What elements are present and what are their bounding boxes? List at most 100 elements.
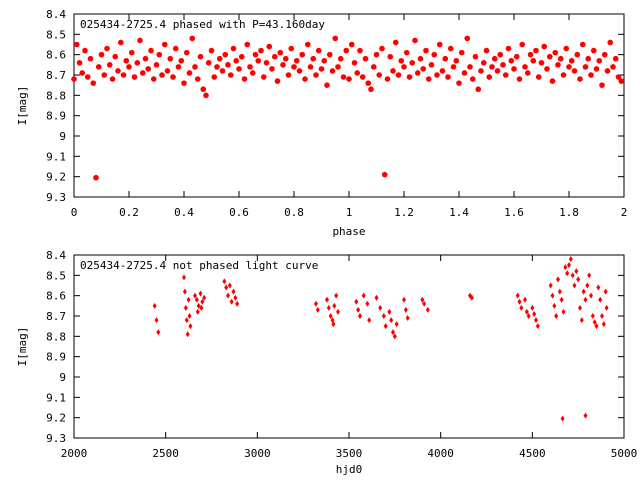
data-point (517, 298, 522, 305)
data-point (258, 47, 264, 54)
data-point (387, 308, 392, 315)
data-point (170, 74, 176, 80)
data-point (266, 43, 273, 50)
data-point (469, 76, 476, 82)
data-point (480, 60, 487, 66)
data-point (235, 300, 240, 307)
data-point (348, 41, 355, 48)
y-axis-label: I[mag] (16, 327, 29, 367)
data-point (370, 64, 377, 70)
data-point (447, 45, 454, 52)
data-point (513, 53, 520, 60)
data-point (538, 60, 545, 66)
data-point (154, 317, 159, 324)
data-point (230, 45, 237, 52)
data-point (123, 57, 130, 64)
data-point (581, 288, 586, 295)
data-point (227, 72, 234, 78)
data-point (483, 47, 490, 54)
data-point (255, 57, 262, 64)
data-point (249, 70, 256, 76)
data-point (291, 64, 297, 70)
data-point (247, 64, 253, 70)
data-point (307, 64, 314, 70)
data-point (588, 72, 594, 78)
data-point (379, 45, 385, 52)
data-point (579, 317, 584, 324)
data-point (182, 274, 186, 281)
data-point (428, 62, 435, 68)
data-point (494, 68, 501, 74)
y-tick-label: 8.5 (46, 28, 66, 41)
data-point (104, 45, 110, 52)
data-point (139, 70, 146, 76)
x-tick-label: 1.6 (504, 206, 524, 219)
data-point (535, 74, 542, 80)
data-point (106, 62, 113, 68)
data-point (304, 41, 311, 48)
data-point (321, 57, 328, 64)
data-point (464, 35, 471, 42)
phased-light-curve-panel: 8.4 8.5 8.6 8.7 8.8 8.9 9 9.1 9.2 9.3 0 0.2 0.4 0.6 0.… (16, 8, 627, 238)
data-point (594, 323, 599, 330)
data-point (374, 294, 379, 301)
data-point (612, 55, 619, 62)
data-point (196, 302, 201, 309)
data-point (145, 66, 152, 72)
data-point (73, 41, 80, 48)
data-point (332, 302, 337, 309)
data-point (502, 72, 509, 78)
x-tick-label: 0.8 (284, 206, 304, 219)
x-tick-label: 1 (346, 206, 353, 219)
data-point (76, 60, 83, 66)
data-point (365, 80, 372, 86)
data-point (592, 319, 597, 326)
data-point (101, 72, 108, 78)
data-point (453, 57, 460, 64)
data-point (486, 74, 493, 80)
data-point (572, 282, 577, 289)
data-point (526, 313, 531, 319)
y-axis-label: I[mag] (16, 86, 29, 126)
data-point (445, 74, 451, 80)
data-point (82, 47, 88, 54)
data-point (192, 64, 198, 70)
data-point (185, 331, 190, 338)
data-point (238, 53, 245, 60)
data-point (376, 72, 383, 78)
data-point (325, 296, 329, 303)
data-point (414, 70, 421, 76)
data-point (403, 49, 410, 56)
data-point (340, 74, 347, 80)
data-point (577, 76, 583, 82)
data-point (199, 304, 204, 311)
x-tick-label: 5000 (611, 447, 638, 460)
x-tick-label: 2 (621, 206, 628, 219)
data-point (194, 76, 201, 82)
data-point (436, 41, 443, 48)
data-point (332, 35, 339, 42)
data-point (211, 74, 218, 80)
data-point (313, 72, 319, 78)
data-point (560, 72, 567, 78)
data-point (519, 304, 524, 311)
x-tick-label: 4500 (519, 447, 546, 460)
data-point (469, 294, 474, 301)
data-point (450, 64, 457, 70)
data-point (596, 57, 603, 64)
data-point (383, 323, 388, 330)
data-point (357, 47, 363, 54)
data-point (610, 64, 616, 70)
data-point (409, 60, 416, 66)
data-point (142, 55, 149, 62)
data-point (568, 256, 573, 263)
y-tick-label: 8.8 (46, 89, 66, 102)
data-point (582, 64, 589, 70)
data-point (423, 47, 429, 54)
data-point (241, 76, 248, 82)
data-point (285, 72, 292, 78)
y-tick-label: 8.7 (46, 69, 66, 82)
data-point (277, 49, 284, 56)
data-point (527, 51, 534, 58)
data-point (391, 329, 395, 336)
